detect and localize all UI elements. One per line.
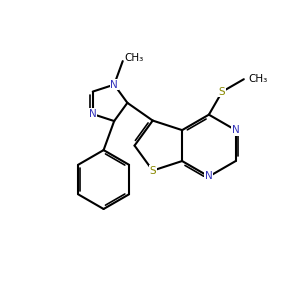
Text: S: S: [149, 166, 156, 176]
Text: CH₃: CH₃: [248, 74, 268, 84]
Text: N: N: [232, 125, 239, 135]
Text: N: N: [205, 172, 213, 182]
Text: CH₃: CH₃: [124, 53, 143, 63]
Text: N: N: [89, 109, 97, 119]
Text: S: S: [219, 87, 226, 97]
Text: N: N: [110, 80, 118, 90]
